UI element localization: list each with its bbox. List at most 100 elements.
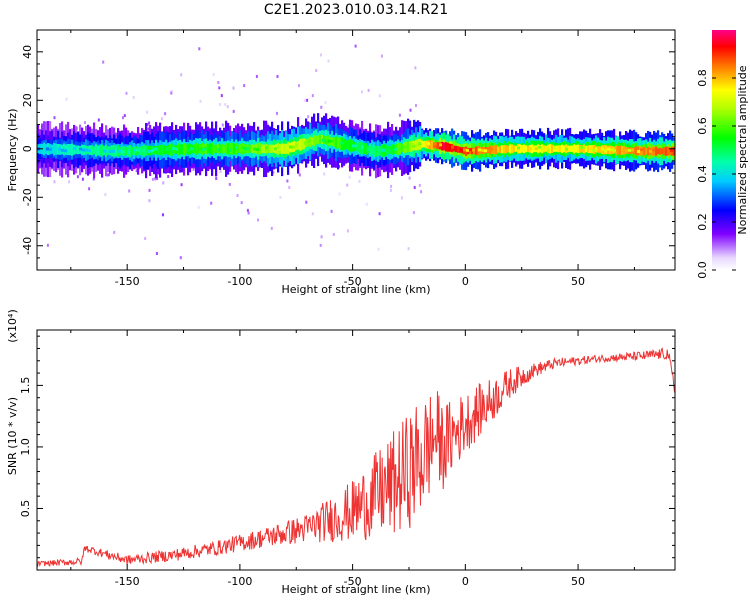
spectrogram-cell [88, 187, 91, 191]
spectrogram-cell [276, 111, 278, 115]
spectrogram-cell [91, 145, 94, 156]
spectrogram-cell [53, 143, 56, 156]
spectrogram-cell [265, 146, 268, 150]
spectrogram-cell [156, 177, 159, 181]
spectrogram-cell [637, 150, 640, 153]
spectrogram-cell [523, 144, 526, 154]
spectrogram-ytick-label: -20 [21, 188, 34, 206]
spectrogram-cell [531, 144, 534, 154]
spectrogram-cell [226, 105, 229, 109]
figure-title: C2E1.2023.010.03.14.R21 [264, 2, 448, 18]
spectrogram-cell [460, 148, 463, 152]
spectrogram-cell [311, 137, 314, 146]
snr-ytick-label: 1.0 [19, 438, 32, 456]
spectrogram-cell [307, 115, 310, 119]
spectrogram-ytick-label: 0 [21, 145, 34, 152]
spectrogram-cell [647, 146, 650, 156]
spectrogram-cell [205, 146, 208, 150]
spectrogram-cell [330, 209, 333, 213]
spectrogram-cell [99, 145, 102, 156]
spectrogram-cell [447, 142, 450, 152]
spectrogram-cell [231, 142, 234, 155]
colorbar-tick-label: 0.0 [696, 261, 709, 279]
spectrogram-cell [276, 75, 279, 78]
spectrogram-cell [121, 150, 124, 154]
spectrogram-cell [181, 144, 184, 155]
spectrogram-cell [261, 144, 264, 154]
snr-series-line [37, 347, 675, 568]
snr-ytick-label: 0.5 [19, 500, 32, 518]
spectrogram-cell [247, 147, 250, 151]
spectrogram-cell [373, 144, 376, 157]
spectrogram-cell [104, 193, 107, 197]
spectrogram-cell [221, 144, 224, 154]
spectrogram-cell [85, 148, 88, 152]
colorbar: 0.0 0.2 0.4 0.6 0.8 Normalized spectral ampl… [696, 30, 749, 279]
spectrogram-ylabel: Frequency (Hz) [6, 109, 19, 192]
spectrogram-cell [495, 145, 498, 155]
spectrogram-cell [555, 145, 558, 152]
spectrogram-cell [272, 170, 275, 174]
spectrogram-cell [377, 146, 380, 156]
colorbar-tick-label: 0.4 [696, 165, 709, 183]
spectrogram-cell [509, 144, 512, 154]
spectrogram-cell [323, 172, 326, 176]
spectrogram-cell [224, 103, 227, 106]
spectrogram-cell [667, 146, 670, 156]
spectrogram-cell [535, 147, 538, 151]
spectrogram-cell [385, 144, 388, 156]
spectrogram-cell [180, 183, 183, 187]
spectrogram-cell [49, 148, 52, 151]
spectrogram-cell [616, 148, 619, 152]
spectrogram-cell [378, 212, 381, 216]
spectrogram-cell [289, 145, 292, 149]
spectrogram-cell [162, 181, 165, 185]
spectrogram-cell [172, 147, 175, 150]
spectrogram-cell [160, 117, 163, 121]
spectrogram-cell [82, 148, 85, 152]
spectrogram-cell [311, 94, 314, 98]
spectrogram-cell [553, 146, 556, 150]
spectrogram-cell [197, 144, 200, 154]
spectrogram-cell [180, 73, 183, 77]
spectrogram-cell [208, 147, 211, 151]
spectrogram-cell [472, 148, 475, 152]
spectrogram-cell [587, 145, 590, 153]
spectrogram-cell [297, 140, 300, 150]
spectrogram-cell [436, 145, 439, 149]
spectrogram-cell [595, 147, 598, 151]
spectrogram-cell [299, 138, 302, 151]
spectrogram-cell [286, 179, 289, 183]
spectrogram-cell [538, 145, 541, 149]
snr-xtick-label: -50 [344, 575, 362, 588]
spectrogram-cell [604, 149, 607, 153]
spectrogram-cell [635, 146, 638, 156]
spectrogram-cell [622, 149, 625, 152]
spectrogram-xtick-label: 50 [571, 275, 585, 288]
spectrogram-cell [193, 147, 196, 151]
spectrogram-cell [271, 144, 274, 153]
spectrogram-cell [607, 147, 610, 151]
snr-ylabel: SNR (10 * v/v) [6, 397, 19, 475]
spectrogram-cell [213, 144, 216, 153]
spectrogram-cell [215, 177, 218, 180]
spectrogram-cell [239, 144, 242, 154]
spectrogram-cell [148, 199, 151, 203]
spectrogram-cell [232, 86, 235, 90]
spectrogram-xtick-label: 0 [462, 275, 469, 288]
spectrogram-cell [133, 148, 136, 152]
spectrogram-cell [257, 218, 259, 222]
spectrogram-cell [218, 86, 221, 90]
spectrogram-cell [256, 148, 259, 151]
spectrogram-cell [327, 59, 330, 63]
spectrogram-cell [69, 144, 72, 156]
spectrogram-cell [292, 145, 295, 149]
spectrogram-panel: -150 -100 -50 0 50 -40 -20 0 20 40 Height of stra… [6, 29, 676, 296]
spectrogram-cell [157, 145, 160, 155]
spectrogram-cell [358, 145, 361, 149]
spectrogram-cell [92, 177, 95, 181]
spectrogram-cell [665, 146, 668, 156]
spectrogram-cell [371, 146, 374, 155]
spectrogram-cell [401, 196, 403, 200]
